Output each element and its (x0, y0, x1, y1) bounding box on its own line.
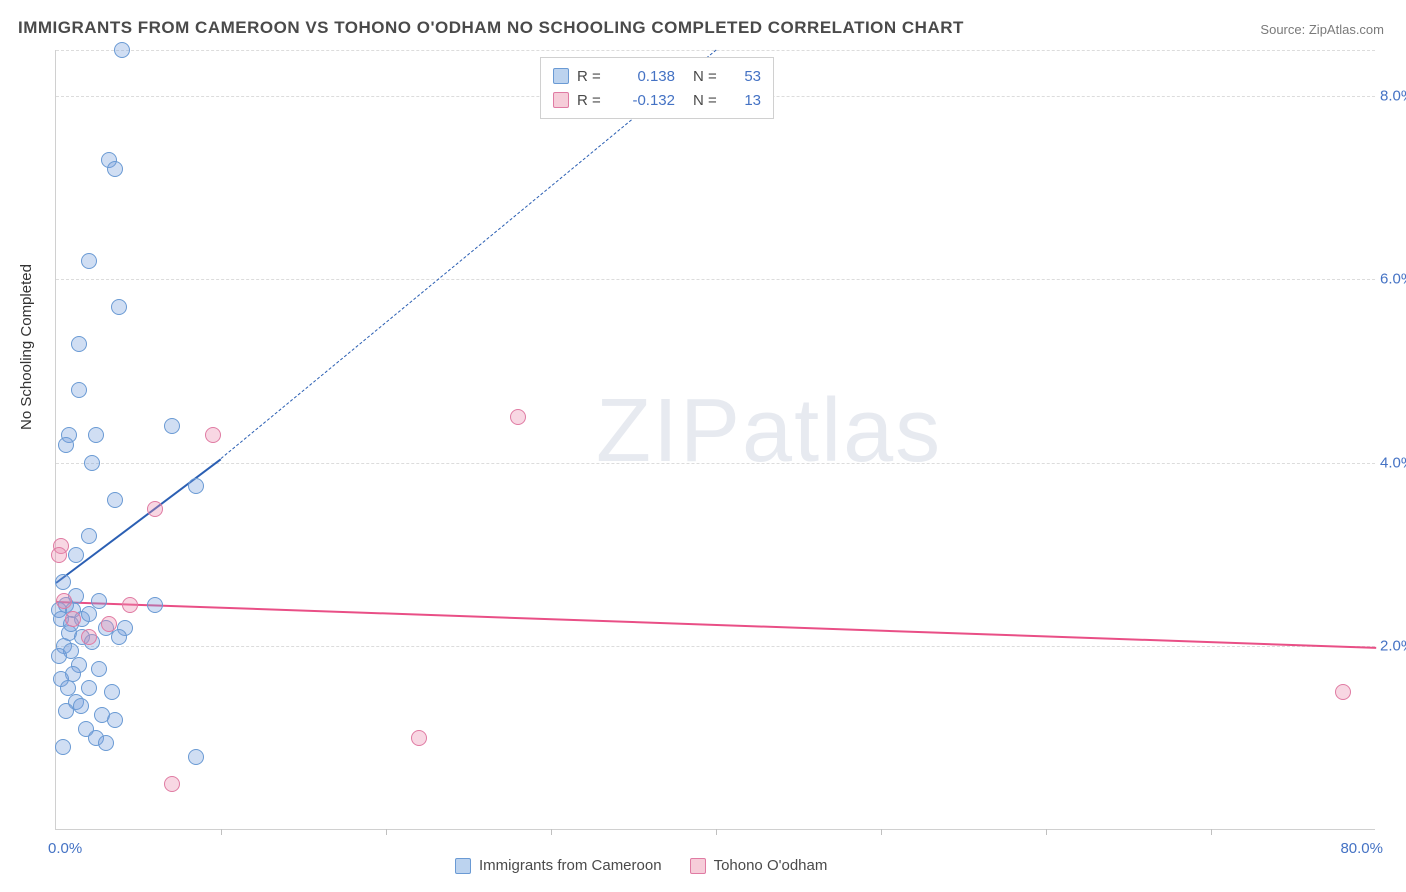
data-point-tohono (122, 597, 138, 613)
x-tick-mark (551, 829, 552, 835)
source-label: Source: (1260, 22, 1305, 37)
legend-item-tohono: Tohono O'odham (690, 857, 828, 874)
x-tick-mark (1211, 829, 1212, 835)
legend-swatch (455, 858, 471, 874)
gridline-horizontal (56, 646, 1375, 647)
r-value: 0.138 (615, 68, 675, 85)
gridline-horizontal (56, 463, 1375, 464)
n-label: N = (693, 92, 723, 109)
data-point-cameroon (111, 629, 127, 645)
data-point-cameroon (107, 161, 123, 177)
data-point-cameroon (84, 455, 100, 471)
data-point-tohono (411, 730, 427, 746)
data-point-cameroon (60, 680, 76, 696)
data-point-cameroon (81, 680, 97, 696)
y-tick-label: 4.0% (1380, 454, 1406, 471)
data-point-cameroon (81, 253, 97, 269)
y-tick-label: 8.0% (1380, 87, 1406, 104)
series-legend: Immigrants from Cameroon Tohono O'odham (455, 857, 827, 874)
x-tick-mark (716, 829, 717, 835)
data-point-cameroon (91, 661, 107, 677)
y-axis-label: No Schooling Completed (18, 264, 35, 430)
data-point-tohono (56, 593, 72, 609)
trendline (56, 601, 1376, 649)
legend-label: Tohono O'odham (714, 857, 828, 874)
r-label: R = (577, 68, 607, 85)
data-point-tohono (147, 501, 163, 517)
watermark: ZIPatlas (596, 380, 942, 483)
watermark-zip: ZIP (596, 381, 742, 481)
data-point-cameroon (147, 597, 163, 613)
n-value: 13 (731, 92, 761, 109)
chart-title: IMMIGRANTS FROM CAMEROON VS TOHONO O'ODH… (18, 18, 964, 38)
data-point-tohono (1335, 684, 1351, 700)
n-label: N = (693, 68, 723, 85)
source-attribution: Source: ZipAtlas.com (1260, 22, 1384, 37)
data-point-cameroon (58, 437, 74, 453)
data-point-cameroon (188, 749, 204, 765)
data-point-tohono (81, 629, 97, 645)
data-point-tohono (510, 409, 526, 425)
data-point-cameroon (73, 698, 89, 714)
data-point-tohono (164, 776, 180, 792)
x-tick-right: 80.0% (1340, 840, 1383, 857)
data-point-cameroon (55, 574, 71, 590)
data-point-cameroon (111, 299, 127, 315)
data-point-cameroon (107, 492, 123, 508)
data-point-tohono (205, 427, 221, 443)
data-point-cameroon (71, 336, 87, 352)
y-tick-label: 2.0% (1380, 638, 1406, 655)
data-point-tohono (101, 616, 117, 632)
correlation-legend: R = 0.138 N = 53 R = -0.132 N = 13 (540, 57, 774, 119)
legend-label: Immigrants from Cameroon (479, 857, 662, 874)
data-point-cameroon (81, 528, 97, 544)
x-tick-mark (221, 829, 222, 835)
x-tick-left: 0.0% (48, 840, 82, 857)
data-point-cameroon (98, 735, 114, 751)
data-point-cameroon (55, 739, 71, 755)
data-point-cameroon (91, 593, 107, 609)
data-point-cameroon (88, 427, 104, 443)
data-point-cameroon (68, 547, 84, 563)
gridline-horizontal (56, 279, 1375, 280)
data-point-cameroon (51, 648, 67, 664)
source-value: ZipAtlas.com (1309, 22, 1384, 37)
data-point-tohono (65, 611, 81, 627)
r-value: -0.132 (615, 92, 675, 109)
data-point-cameroon (164, 418, 180, 434)
data-point-cameroon (104, 684, 120, 700)
x-tick-mark (1046, 829, 1047, 835)
watermark-atlas: atlas (742, 381, 942, 481)
data-point-cameroon (188, 478, 204, 494)
legend-row-tohono: R = -0.132 N = 13 (553, 88, 761, 112)
legend-swatch (553, 92, 569, 108)
data-point-cameroon (58, 703, 74, 719)
n-value: 53 (731, 68, 761, 85)
x-tick-mark (386, 829, 387, 835)
data-point-cameroon (81, 606, 97, 622)
legend-row-cameroon: R = 0.138 N = 53 (553, 64, 761, 88)
data-point-cameroon (71, 382, 87, 398)
r-label: R = (577, 92, 607, 109)
legend-swatch (690, 858, 706, 874)
x-tick-mark (881, 829, 882, 835)
legend-item-cameroon: Immigrants from Cameroon (455, 857, 662, 874)
legend-swatch (553, 68, 569, 84)
data-point-tohono (51, 547, 67, 563)
data-point-cameroon (114, 42, 130, 58)
y-tick-label: 6.0% (1380, 271, 1406, 288)
data-point-cameroon (107, 712, 123, 728)
scatter-plot-area: ZIPatlas 2.0%4.0%6.0%8.0%0.0%80.0% (55, 50, 1375, 830)
